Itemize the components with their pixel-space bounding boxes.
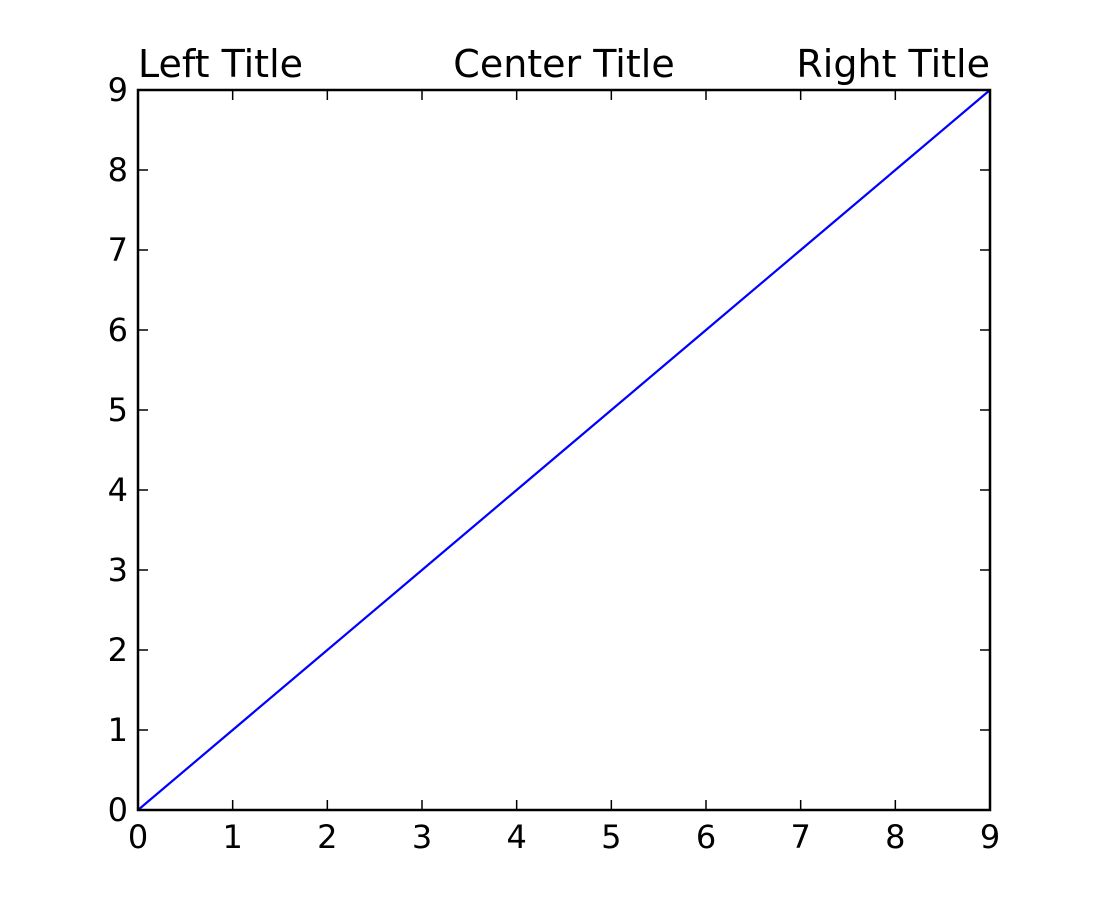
x-tick-label-1: 1 xyxy=(222,818,242,856)
y-tick-label-4: 4 xyxy=(108,471,128,509)
y-tick-label-8: 8 xyxy=(108,151,128,189)
left-title: Left Title xyxy=(138,42,303,86)
y-tick-label-0: 0 xyxy=(108,791,128,829)
series-line-0 xyxy=(137,89,991,811)
x-tick-label-4: 4 xyxy=(506,818,526,856)
center-title: Center Title xyxy=(453,42,674,86)
y-tick-label-2: 2 xyxy=(108,631,128,669)
y-tick-label-9: 9 xyxy=(108,71,128,109)
x-tick-label-7: 7 xyxy=(790,818,810,856)
plot-frame xyxy=(136,88,992,812)
series-layer xyxy=(137,89,991,811)
y-tick-label-6: 6 xyxy=(108,311,128,349)
tick-layer: 0 1 2 3 4 5 6 7 8 9 0 1 2 3 4 5 6 7 8 9 xyxy=(108,71,1001,856)
x-tick-label-6: 6 xyxy=(696,818,716,856)
x-tick-label-5: 5 xyxy=(601,818,621,856)
x-tick-label-8: 8 xyxy=(885,818,905,856)
y-tick-label-5: 5 xyxy=(108,391,128,429)
x-tick-label-2: 2 xyxy=(317,818,337,856)
right-title: Right Title xyxy=(796,42,990,86)
y-tick-label-1: 1 xyxy=(108,711,128,749)
x-tick-label-3: 3 xyxy=(412,818,432,856)
x-tick-label-9: 9 xyxy=(980,818,1000,856)
y-tick-label-3: 3 xyxy=(108,551,128,589)
x-tick-label-0: 0 xyxy=(128,818,148,856)
y-tick-label-7: 7 xyxy=(108,231,128,269)
